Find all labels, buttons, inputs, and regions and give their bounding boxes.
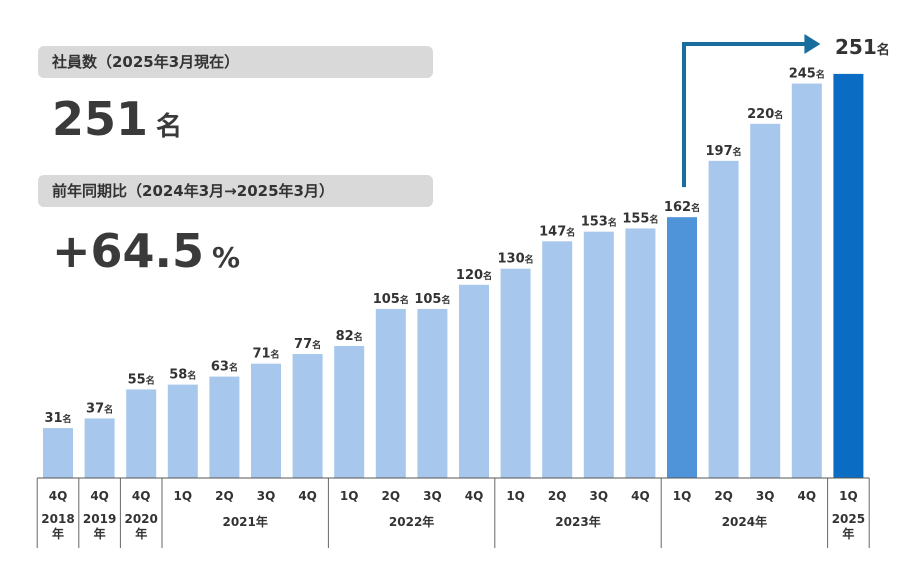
year-label: 2023年: [555, 514, 600, 529]
quarter-label: 4Q: [298, 489, 317, 503]
bar: [126, 389, 157, 478]
bar-value-label: 155名: [622, 211, 658, 226]
bar: [542, 241, 573, 478]
bar: [583, 231, 614, 478]
bar-value-label: 77名: [294, 337, 321, 352]
quarter-label: 2Q: [714, 489, 733, 503]
quarter-label: 4Q: [631, 489, 650, 503]
bar-value-label: 130名: [498, 252, 534, 267]
bar: [251, 363, 281, 478]
year-label: 2020 年: [124, 512, 157, 541]
bar: [500, 268, 531, 478]
yoy-rate-value: +64.5: [52, 224, 205, 278]
quarter-label: 2Q: [215, 489, 234, 503]
bar-value-label: 162名: [664, 200, 700, 215]
bar: [667, 217, 697, 478]
quarter-label: 3Q: [257, 489, 276, 503]
quarter-label: 4Q: [49, 489, 68, 503]
quarter-label: 4Q: [132, 489, 151, 503]
year-label: 2025 年: [832, 512, 865, 541]
bar: [833, 73, 864, 478]
bar-value-label: 71名: [252, 347, 279, 362]
employee-count-value: 251: [52, 92, 149, 146]
quarter-label: 2Q: [548, 489, 567, 503]
bar-value-label: 105名: [373, 292, 409, 307]
latest-value-label: 251名: [835, 35, 890, 59]
bar: [334, 345, 365, 478]
yoy-rate: +64.5%: [52, 224, 240, 278]
trend-arrow-head: [804, 34, 821, 54]
year-label: 2024年: [722, 514, 767, 529]
quarter-label: 4Q: [90, 489, 109, 503]
bar-value-label: 220名: [747, 107, 783, 122]
employee-count: 251 名: [52, 92, 182, 146]
bar-value-label: 120名: [456, 268, 492, 283]
bar: [708, 160, 739, 478]
year-label: 2019 年: [83, 512, 116, 541]
bar-value-label: 37名: [86, 401, 113, 416]
bar: [167, 384, 198, 478]
bar-value-label: 153名: [581, 215, 617, 230]
bar-value-label: 82名: [336, 329, 363, 344]
employee-count-unit: 名: [156, 112, 183, 142]
bar-value-label: 105名: [414, 292, 450, 307]
bar: [625, 228, 656, 478]
quarter-label: 3Q: [590, 489, 609, 503]
quarter-label: 1Q: [673, 489, 692, 503]
bar-value-label: 55名: [128, 372, 155, 387]
bar-value-label: 147名: [539, 224, 575, 239]
quarter-label: 1Q: [340, 489, 359, 503]
yoy-rate-unit: %: [212, 241, 241, 274]
quarter-label: 2Q: [382, 489, 401, 503]
bar-value-label: 63名: [211, 360, 238, 375]
bar: [209, 376, 240, 478]
bar-value-label: 245名: [789, 67, 825, 82]
trend-arrow-line: [682, 42, 809, 188]
quarter-label: 1Q: [506, 489, 525, 503]
yoy-label: 前年同期比（2024年3月→2025年3月）: [38, 175, 433, 207]
bar: [84, 418, 115, 478]
year-label: 2018 年: [41, 512, 74, 541]
quarter-label: 1Q: [839, 489, 858, 503]
quarter-label: 4Q: [465, 489, 484, 503]
quarter-label: 1Q: [174, 489, 193, 503]
year-label: 2021年: [222, 514, 267, 529]
bar-value-label: 58名: [169, 368, 196, 383]
bar: [43, 428, 73, 478]
bar-value-label: 197名: [706, 144, 742, 159]
bar-value-label: 31名: [44, 411, 71, 426]
bar: [750, 123, 781, 479]
bar: [375, 308, 406, 478]
bar: [417, 308, 448, 478]
year-label: 2022年: [389, 514, 434, 529]
quarter-label: 4Q: [798, 489, 817, 503]
bar: [791, 83, 822, 479]
quarter-label: 3Q: [756, 489, 775, 503]
bar: [459, 284, 489, 478]
bar: [292, 354, 323, 478]
quarter-label: 3Q: [423, 489, 442, 503]
employees-label: 社員数（2025年3月現在）: [38, 46, 433, 78]
